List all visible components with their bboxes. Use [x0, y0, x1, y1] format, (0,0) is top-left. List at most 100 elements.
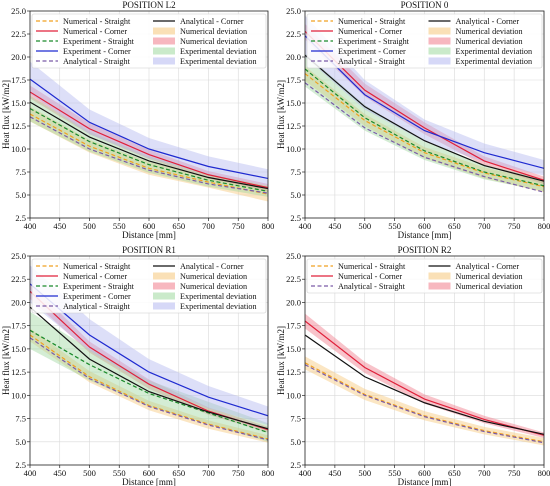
legend-entry-label: Experimental deviation [180, 292, 257, 301]
x-axis-label: Distance [mm] [398, 230, 452, 240]
x-ticks: 400 450 500 550 600 650 700 750 800 [24, 465, 274, 478]
series-line-2 [305, 30, 544, 181]
data-layer [30, 61, 268, 202]
legend-entry-label: Numerical deviation [456, 37, 523, 46]
legend-swatch-band [428, 272, 451, 280]
y-tick-label: 22.5 [286, 29, 301, 39]
x-tick-label: 550 [113, 468, 126, 478]
y-tick-label: 10.0 [286, 144, 301, 154]
series-line-5 [30, 116, 268, 194]
y-axis-label: Heat flux [kW/m2] [276, 80, 286, 149]
x-tick-label: 650 [172, 468, 185, 478]
y-tick-label: 7.5 [15, 414, 26, 424]
legend-entry-label: Experiment - Corner [63, 47, 131, 56]
legend-entry-label: Numerical - Straight [338, 17, 406, 26]
legend-entry-label: Experimental deviation [456, 47, 533, 56]
x-tick-label: 500 [83, 468, 96, 478]
legend-entry-label: Numerical deviation [180, 272, 247, 281]
x-tick-label: 400 [24, 221, 37, 231]
legend-entry-label: Analytical - Straight [338, 57, 406, 66]
series-line-2 [305, 320, 544, 436]
y-axis-label: Heat flux [kW/m2] [1, 326, 11, 395]
y-tick-label: 17.5 [11, 75, 26, 85]
series-line-3 [305, 68, 544, 187]
legend-entry-label: Numerical deviation [180, 37, 247, 46]
legend-entry-label: Experiment - Straight [63, 37, 135, 46]
series-line-4 [305, 334, 544, 435]
x-tick-label: 650 [448, 221, 461, 231]
legend-swatch-band [428, 282, 451, 290]
x-axis-label: Distance [mm] [122, 230, 176, 240]
x-tick-label: 800 [538, 468, 550, 478]
legend-swatch-band [153, 27, 175, 35]
legend-box [31, 258, 267, 314]
chart-panel-4: 400 450 500 550 600 650 700 750 800 2.5 5.0 7.5 10.0… [276, 245, 550, 486]
x-tick-label: 650 [448, 468, 461, 478]
y-tick-label: 20.0 [11, 52, 26, 62]
legend-entry-label: Analytical - Corner [180, 17, 244, 26]
legend-swatch-band [428, 37, 451, 45]
series-line-4 [30, 78, 268, 180]
x-tick-label: 400 [299, 221, 312, 231]
legend-entry-label: Analytical - Straight [63, 57, 131, 66]
legend-entry-label: Numerical deviation [180, 282, 247, 291]
series-line-1 [305, 362, 544, 443]
x-tick-label: 400 [24, 468, 37, 478]
y-tick-label: 15.0 [286, 344, 301, 354]
legend-swatch-band [153, 302, 175, 310]
chart-panel-3: 400 450 500 550 600 650 700 750 800 2.5 5.0 7.5 10.0… [1, 245, 274, 486]
y-tick-label: 2.5 [290, 213, 301, 223]
y-tick-label: 5.0 [15, 190, 26, 200]
x-tick-label: 750 [232, 221, 245, 231]
y-ticks: 2.5 5.0 7.5 10.0 12.5 15.0 17.5 20.0 22.5 25.0 [11, 6, 30, 223]
y-tick-label: 25.0 [11, 251, 26, 261]
series-line-5 [305, 82, 544, 193]
chart-title: POSITION L2 [122, 0, 175, 10]
y-tick-label: 7.5 [15, 167, 26, 177]
x-tick-label: 600 [418, 468, 431, 478]
chart-title: POSITION R2 [398, 245, 452, 255]
x-axis-label: Distance [mm] [398, 477, 452, 486]
legend-entry-label: Experiment - Corner [338, 47, 406, 56]
series-line-6 [305, 54, 544, 182]
deviation-band-1 [30, 328, 268, 443]
deviation-band-3 [30, 311, 268, 442]
y-tick-label: 25.0 [286, 251, 301, 261]
legend-entry-label: Experimental deviation [180, 302, 257, 311]
legend-entry-label: Numerical - Corner [63, 272, 127, 281]
x-tick-label: 500 [83, 221, 96, 231]
x-tick-label: 750 [508, 221, 521, 231]
legend-entry-label: Analytical - Straight [63, 302, 131, 311]
legend-entry-label: Analytical - Corner [456, 262, 520, 271]
deviation-band-1 [305, 66, 544, 193]
legend-entry-label: Numerical - Corner [338, 272, 402, 281]
x-tick-label: 800 [538, 221, 550, 231]
legend-entry-label: Experimental deviation [456, 57, 533, 66]
series-line-4 [305, 35, 544, 169]
y-tick-label: 12.5 [11, 367, 26, 377]
data-layer [30, 265, 268, 443]
legend-entry-label: Analytical - Straight [338, 282, 406, 291]
legend-swatch-band [153, 47, 175, 55]
x-tick-label: 500 [358, 221, 371, 231]
series-line-1 [30, 334, 268, 440]
y-ticks: 2.5 5.0 7.5 10.0 12.5 15.0 17.5 20.0 22.5 25.0 [11, 251, 30, 470]
y-tick-label: 20.0 [286, 297, 301, 307]
legend-entry-label: Numerical - Straight [338, 262, 406, 271]
y-tick-label: 5.0 [15, 437, 26, 447]
x-tick-label: 450 [53, 221, 66, 231]
y-tick-label: 7.5 [290, 414, 301, 424]
legend-swatch-band [153, 57, 175, 65]
x-tick-label: 550 [113, 221, 126, 231]
legend-entry-label: Experimental deviation [180, 57, 257, 66]
chart-panel-1: 400 450 500 550 600 650 700 750 800 2.5 5.0 7.5 10.0… [1, 0, 274, 240]
y-axis-label: Heat flux [kW/m2] [1, 80, 11, 149]
legend-entry-label: Analytical - Corner [180, 262, 244, 271]
y-axis-label: Heat flux [kW/m2] [276, 326, 286, 395]
x-tick-label: 500 [358, 468, 371, 478]
legend-swatch-band [153, 272, 175, 280]
y-tick-label: 15.0 [11, 98, 26, 108]
chart-title: POSITION 0 [401, 0, 449, 10]
